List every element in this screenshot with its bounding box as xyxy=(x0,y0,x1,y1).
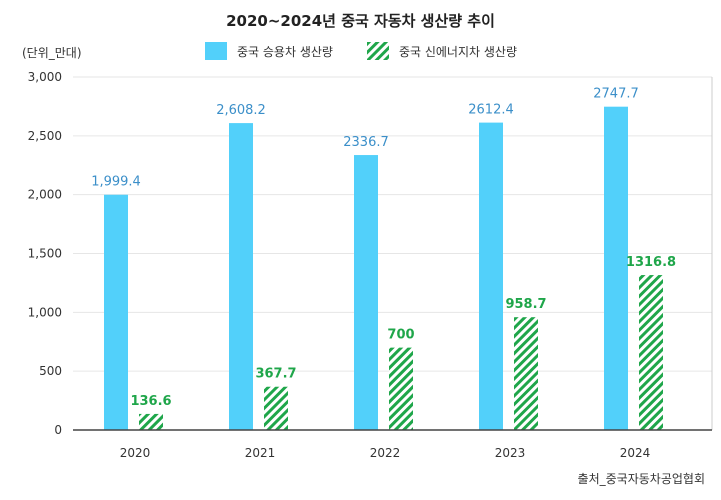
legend: 중국 승용차 생산량 중국 신에너지차 생산량 xyxy=(205,42,517,60)
data-label-passenger: 2,608.2 xyxy=(216,103,266,118)
data-label-passenger: 2747.7 xyxy=(593,87,639,102)
y-tick-label: 2,500 xyxy=(28,129,62,143)
data-label-nev: 367.7 xyxy=(255,367,296,382)
bar-nev xyxy=(514,317,538,430)
y-tick-label: 1,000 xyxy=(28,305,62,319)
x-tick-label: 2023 xyxy=(495,446,526,460)
x-tick-label: 2024 xyxy=(620,446,651,460)
bar-passenger xyxy=(604,106,628,430)
x-tick-label: 2020 xyxy=(120,446,151,460)
data-label-nev: 136.6 xyxy=(130,394,171,409)
bar-passenger xyxy=(229,123,253,430)
bar-nev xyxy=(389,347,413,430)
source-note: 출처_중국자동차공업협회 xyxy=(577,472,705,486)
y-tick-label: 0 xyxy=(54,423,62,437)
x-tick-label: 2022 xyxy=(370,446,401,460)
bar-passenger xyxy=(479,122,503,430)
legend-label-nev: 중국 신에너지차 생산량 xyxy=(398,44,517,59)
legend-swatch-passenger xyxy=(205,42,227,60)
bar-nev xyxy=(139,413,163,430)
data-label-passenger: 2612.4 xyxy=(468,103,514,118)
data-label-nev: 700 xyxy=(387,328,414,343)
bar-passenger xyxy=(104,194,128,430)
data-label-passenger: 2336.7 xyxy=(343,135,389,150)
bar-passenger xyxy=(354,155,378,431)
chart-title: 2020~2024년 중국 자동차 생산량 추이 xyxy=(226,12,495,30)
data-label-passenger: 1,999.4 xyxy=(91,175,141,190)
y-tick-label: 1,500 xyxy=(28,247,62,261)
x-tick-label: 2021 xyxy=(245,446,276,460)
y-tick-label: 2,000 xyxy=(28,188,62,202)
unit-label: (단위_만대) xyxy=(22,46,82,60)
data-label-nev: 958.7 xyxy=(505,297,546,312)
y-tick-label: 500 xyxy=(39,364,62,378)
legend-label-passenger: 중국 승용차 생산량 xyxy=(237,44,333,59)
bar-nev xyxy=(264,386,288,430)
bar-nev xyxy=(639,275,663,430)
y-tick-label: 3,000 xyxy=(28,70,62,84)
data-label-nev: 1316.8 xyxy=(626,255,676,270)
legend-swatch-nev xyxy=(366,42,389,60)
